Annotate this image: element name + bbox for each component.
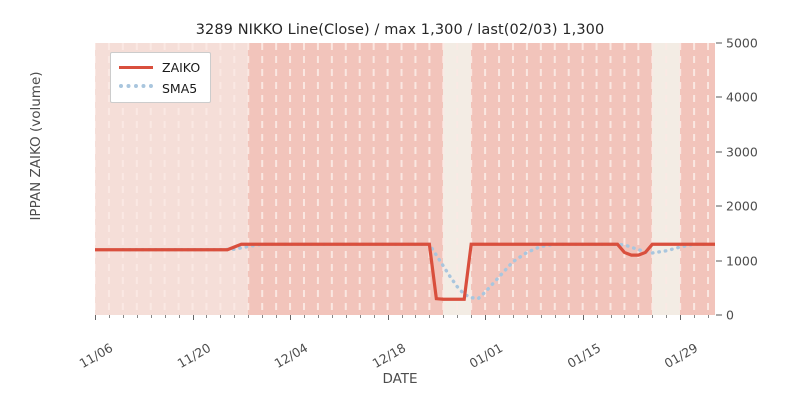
legend-label-sma5: SMA5 xyxy=(162,80,198,96)
x-tick-mark xyxy=(582,315,584,320)
x-tick-minor xyxy=(596,315,598,318)
x-tick-minor xyxy=(122,315,124,318)
legend-item-sma5: SMA5 xyxy=(119,80,200,96)
y-tick-label: 3000 xyxy=(726,144,758,160)
x-tick-mark xyxy=(192,315,194,320)
legend-swatch-zaiko-icon xyxy=(119,65,153,69)
x-tick-minor xyxy=(164,315,166,318)
x-tick-minor xyxy=(248,315,250,318)
x-tick-label: 01/15 xyxy=(564,340,603,372)
x-tick-minor xyxy=(512,315,514,318)
x-tick-minor xyxy=(359,315,361,318)
x-tick-minor xyxy=(331,315,333,318)
x-tick-mark xyxy=(485,315,487,320)
series-line-zaiko xyxy=(95,242,715,301)
x-tick-label: 01/29 xyxy=(661,340,701,372)
x-tick-minor xyxy=(150,315,152,318)
x-tick-minor xyxy=(262,315,264,318)
x-tick-minor xyxy=(303,315,305,318)
x-tick-label: 11/06 xyxy=(76,340,116,372)
x-tick-minor xyxy=(694,315,696,318)
x-axis-label: DATE xyxy=(382,371,418,387)
series-lines xyxy=(95,242,715,301)
x-tick-minor xyxy=(708,315,710,318)
y-tick-label: 0 xyxy=(726,307,734,323)
x-tick-minor xyxy=(429,315,431,318)
x-tick-minor xyxy=(276,315,278,318)
y-tick-mark xyxy=(716,151,722,153)
y-tick-label: 1000 xyxy=(726,253,758,269)
x-tick-minor xyxy=(568,315,570,318)
x-tick-minor xyxy=(206,315,208,318)
x-tick-mark xyxy=(95,315,96,320)
x-tick-minor xyxy=(345,315,347,318)
chart-legend: ZAIKO SMA5 xyxy=(110,52,212,103)
x-tick-minor xyxy=(415,315,417,318)
legend-swatch-sma5-icon xyxy=(119,84,153,92)
x-tick-minor xyxy=(220,315,222,318)
x-tick-label: 01/01 xyxy=(466,340,506,372)
chart-title: 3289 NIKKO Line(Close) / max 1,300 / las… xyxy=(195,22,605,38)
legend-item-zaiko: ZAIKO xyxy=(119,59,200,75)
x-tick-label: 12/18 xyxy=(369,340,408,372)
y-tick-label: 2000 xyxy=(726,198,758,214)
x-tick-minor xyxy=(317,315,319,318)
shaded-band xyxy=(680,43,715,315)
y-axis-label: IPPAN ZAIKO (volume) xyxy=(28,71,44,221)
y-tick-mark xyxy=(716,205,722,207)
x-tick-minor xyxy=(540,315,542,318)
x-tick-minor xyxy=(471,315,473,318)
x-tick-minor xyxy=(234,315,236,318)
x-tick-minor xyxy=(624,315,626,318)
x-tick-mark xyxy=(290,315,292,320)
x-tick-minor xyxy=(554,315,556,318)
x-tick-minor xyxy=(443,315,445,318)
x-tick-minor xyxy=(652,315,654,318)
x-tick-minor xyxy=(373,315,375,318)
legend-label-zaiko: ZAIKO xyxy=(162,59,201,75)
y-tick-label: 4000 xyxy=(726,89,758,105)
y-tick-mark xyxy=(716,260,722,262)
x-tick-minor xyxy=(499,315,501,318)
x-tick-mark xyxy=(680,315,682,320)
x-tick-minor xyxy=(526,315,528,318)
x-tick-minor xyxy=(610,315,612,318)
y-tick-mark xyxy=(716,96,722,98)
x-tick-label: 11/20 xyxy=(174,340,213,372)
x-tick-minor xyxy=(401,315,403,318)
x-tick-minor xyxy=(666,315,668,318)
y-tick-mark xyxy=(716,314,722,316)
x-tick-minor xyxy=(178,315,180,318)
x-tick-minor xyxy=(136,315,138,318)
x-tick-minor xyxy=(457,315,459,318)
y-tick-label: 5000 xyxy=(726,35,758,51)
y-tick-mark xyxy=(716,42,722,44)
x-tick-mark xyxy=(387,315,389,320)
series-line-sma5 xyxy=(121,242,710,301)
shaded-band xyxy=(471,43,653,315)
x-tick-minor xyxy=(638,315,640,318)
x-tick-label: 12/04 xyxy=(271,340,311,372)
x-tick-minor xyxy=(108,315,110,318)
